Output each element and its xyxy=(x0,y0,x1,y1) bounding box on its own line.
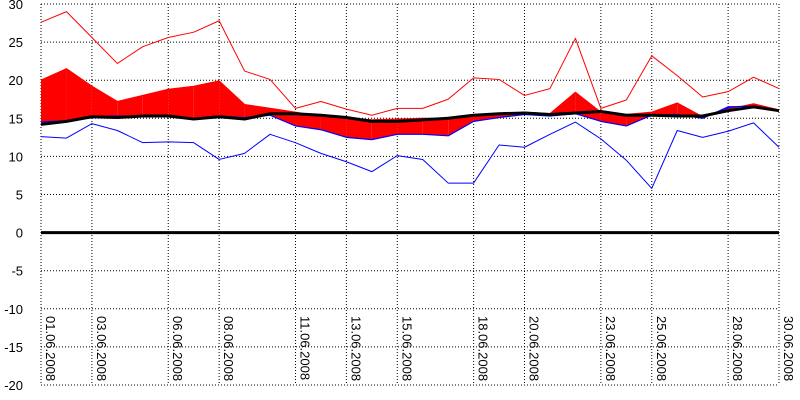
above-normal-fill xyxy=(346,118,372,140)
above-normal-fill xyxy=(117,95,143,117)
y-tick-label: 15 xyxy=(9,111,23,126)
x-tick-label: 20.06.2008 xyxy=(527,316,542,381)
anomaly-fills xyxy=(41,68,779,140)
x-tick-label: 15.06.2008 xyxy=(399,316,414,381)
max-series-line xyxy=(40,11,780,116)
above-normal-fill xyxy=(168,86,194,119)
above-normal-fill xyxy=(651,103,678,116)
above-normal-fill xyxy=(448,114,474,136)
y-tick-label: 10 xyxy=(9,149,23,164)
mean-series-line xyxy=(40,68,780,121)
above-normal-fill xyxy=(295,112,321,130)
x-tick-label: 28.06.2008 xyxy=(730,316,745,381)
grid xyxy=(40,3,780,386)
x-tick-label: 08.06.2008 xyxy=(221,316,236,381)
x-tick-label: 03.06.2008 xyxy=(94,316,109,381)
x-axis-ticks: 01.06.2008 03.06.2008 06.06.2008 08.06.2008… xyxy=(43,316,796,381)
y-tick-label: 5 xyxy=(16,188,23,203)
x-tick-label: 25.06.2008 xyxy=(654,316,669,381)
y-tick-label: -15 xyxy=(4,340,23,355)
x-tick-label: 30.06.2008 xyxy=(781,316,796,381)
x-tick-label: 11.06.2008 xyxy=(297,316,312,380)
series-lines xyxy=(40,11,780,189)
y-tick-label: -5 xyxy=(11,264,23,279)
y-tick-label: 30 xyxy=(9,0,23,12)
above-normal-fill xyxy=(575,92,601,122)
x-tick-label: 18.06.2008 xyxy=(476,316,491,381)
min-series-line xyxy=(40,121,780,189)
x-tick-label: 06.06.2008 xyxy=(170,316,185,381)
above-normal-fill xyxy=(66,68,92,121)
y-tick-label: -20 xyxy=(4,378,23,393)
y-tick-label: 0 xyxy=(16,226,23,241)
base-series-line xyxy=(40,105,780,126)
above-normal-fill xyxy=(219,80,245,118)
above-normal-fill xyxy=(371,119,398,140)
above-normal-fill xyxy=(41,68,67,123)
above-normal-fill xyxy=(422,118,449,136)
above-normal-fill xyxy=(193,80,220,119)
x-tick-label: 23.06.2008 xyxy=(603,316,618,381)
above-normal-fill xyxy=(142,89,169,117)
y-tick-label: 20 xyxy=(9,73,23,88)
above-normal-fill xyxy=(320,116,347,138)
y-tick-label: -10 xyxy=(4,302,23,317)
y-tick-label: 25 xyxy=(9,35,23,50)
x-tick-label: 01.06.2008 xyxy=(43,316,58,381)
above-normal-fill xyxy=(91,86,118,117)
x-tick-label: 13.06.2008 xyxy=(348,316,363,381)
y-axis-ticks: -20 -15 -10 -5 0 5 10 15 20 25 30 xyxy=(4,0,23,393)
